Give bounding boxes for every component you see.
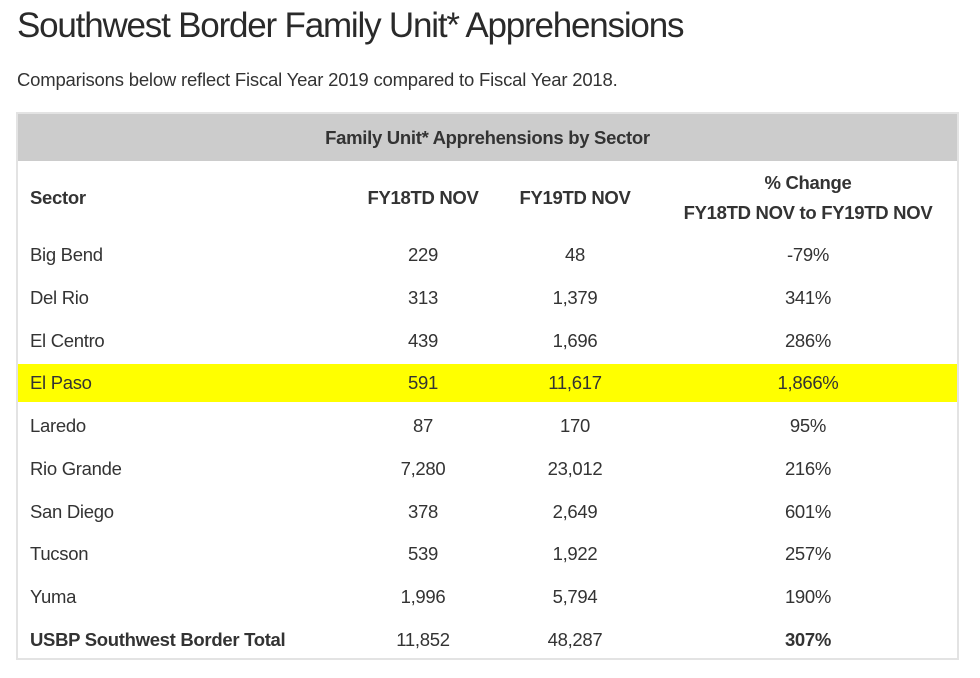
change-cell: 307% — [784, 628, 832, 650]
fy19-cell: 1,922 — [552, 543, 598, 565]
table-row: El Centro 439 1,696 286% — [18, 322, 957, 360]
fy18-cell: 1,996 — [400, 586, 446, 607]
change-cell: 190% — [784, 586, 832, 607]
change-cell: 1,866% — [777, 372, 839, 394]
fy18-cell: 87 — [413, 415, 433, 436]
page-title: Southwest Border Family Unit* Apprehensi… — [17, 6, 684, 45]
change-cell: -79% — [787, 244, 829, 265]
sector-cell: Laredo — [30, 415, 86, 436]
fy18-cell: 229 — [408, 244, 438, 265]
fy18-cell: 11,852 — [396, 628, 450, 650]
header-change: % Change FY18TD NOV to FY19TD NOV — [658, 163, 958, 233]
change-cell: 95% — [789, 415, 827, 436]
fy19-cell: 5,794 — [552, 586, 598, 607]
table-caption: Family Unit* Apprehensions by Sector — [18, 114, 957, 161]
header-change-line2: FY18TD NOV to FY19TD NOV — [683, 202, 933, 223]
table-total-row: USBP Southwest Border Total 11,852 48,287 3… — [18, 621, 957, 659]
change-cell: 257% — [784, 543, 832, 565]
fy19-cell: 1,696 — [552, 329, 598, 351]
apprehensions-table: Family Unit* Apprehensions by Sector Sec… — [16, 112, 959, 660]
fy19-cell: 170 — [560, 415, 590, 436]
table-row: San Diego 378 2,649 601% — [18, 493, 957, 531]
fy19-cell: 48,287 — [547, 628, 603, 650]
sector-cell: Rio Grande — [30, 457, 122, 479]
header-fy18: FY18TD NOV — [367, 187, 479, 208]
fy18-cell: 539 — [408, 543, 438, 565]
header-change-line1: % Change — [764, 172, 852, 193]
sector-cell: Big Bend — [30, 244, 103, 265]
header-fy19: FY19TD NOV — [519, 187, 631, 208]
page-subtitle: Comparisons below reflect Fiscal Year 20… — [17, 69, 618, 90]
sector-cell: El Paso — [30, 372, 92, 394]
fy18-cell: 7,280 — [400, 457, 446, 479]
sector-cell: El Centro — [30, 329, 105, 351]
fy19-cell: 1,379 — [552, 286, 598, 308]
table-row: Yuma 1,996 5,794 190% — [18, 578, 957, 616]
table-row: Laredo 87 170 95% — [18, 407, 957, 445]
change-cell: 216% — [784, 457, 832, 479]
table-row: Tucson 539 1,922 257% — [18, 535, 957, 573]
change-cell: 601% — [784, 500, 832, 522]
header-sector: Sector — [30, 187, 86, 208]
table-header-row: Sector FY18TD NOV FY19TD NOV % Change FY… — [18, 163, 957, 233]
table-row: Big Bend 229 48 -79% — [18, 236, 957, 274]
sector-cell: San Diego — [30, 500, 114, 522]
fy18-cell: 313 — [408, 286, 438, 308]
table-row: Del Rio 313 1,379 341% — [18, 279, 957, 317]
fy19-cell: 2,649 — [552, 500, 598, 522]
fy19-cell: 48 — [565, 244, 585, 265]
change-cell: 341% — [784, 286, 832, 308]
sector-cell: Del Rio — [30, 286, 89, 308]
change-cell: 286% — [784, 329, 832, 351]
fy18-cell: 378 — [408, 500, 438, 522]
table-row: Rio Grande 7,280 23,012 216% — [18, 450, 957, 488]
fy18-cell: 439 — [408, 329, 438, 351]
fy18-cell: 591 — [408, 372, 438, 394]
sector-cell: Yuma — [30, 586, 77, 607]
fy19-cell: 11,617 — [548, 372, 602, 394]
sector-cell: Tucson — [30, 543, 89, 565]
table-row: El Paso 591 11,617 1,866% — [18, 364, 957, 403]
sector-cell: USBP Southwest Border Total — [30, 628, 286, 650]
fy19-cell: 23,012 — [547, 457, 603, 479]
